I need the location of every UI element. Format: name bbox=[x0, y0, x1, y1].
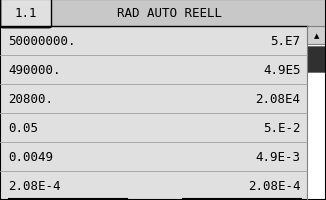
Text: 5.E-2: 5.E-2 bbox=[263, 121, 301, 134]
Text: RAD AUTO REELL: RAD AUTO REELL bbox=[117, 7, 222, 20]
Bar bbox=[0, 0, 326, 27]
Text: 0.05: 0.05 bbox=[8, 121, 38, 134]
FancyBboxPatch shape bbox=[1, 0, 52, 29]
Bar bbox=[307, 47, 326, 73]
Text: 50000000.: 50000000. bbox=[8, 35, 76, 48]
Text: 2.08E4: 2.08E4 bbox=[256, 93, 301, 106]
Bar bbox=[307, 27, 326, 45]
Text: ▲: ▲ bbox=[314, 33, 319, 39]
Text: 4.9E-3: 4.9E-3 bbox=[256, 150, 301, 163]
Text: 2.08E-4: 2.08E-4 bbox=[8, 179, 61, 192]
Text: 0.0049: 0.0049 bbox=[8, 150, 53, 163]
Bar bbox=[307, 27, 326, 200]
Text: 2.08E-4: 2.08E-4 bbox=[248, 179, 301, 192]
Text: 20800.: 20800. bbox=[8, 93, 53, 106]
Text: 1.1: 1.1 bbox=[15, 7, 37, 20]
Text: 4.9E5: 4.9E5 bbox=[263, 64, 301, 77]
Text: 5.E7: 5.E7 bbox=[271, 35, 301, 48]
Text: 490000.: 490000. bbox=[8, 64, 61, 77]
